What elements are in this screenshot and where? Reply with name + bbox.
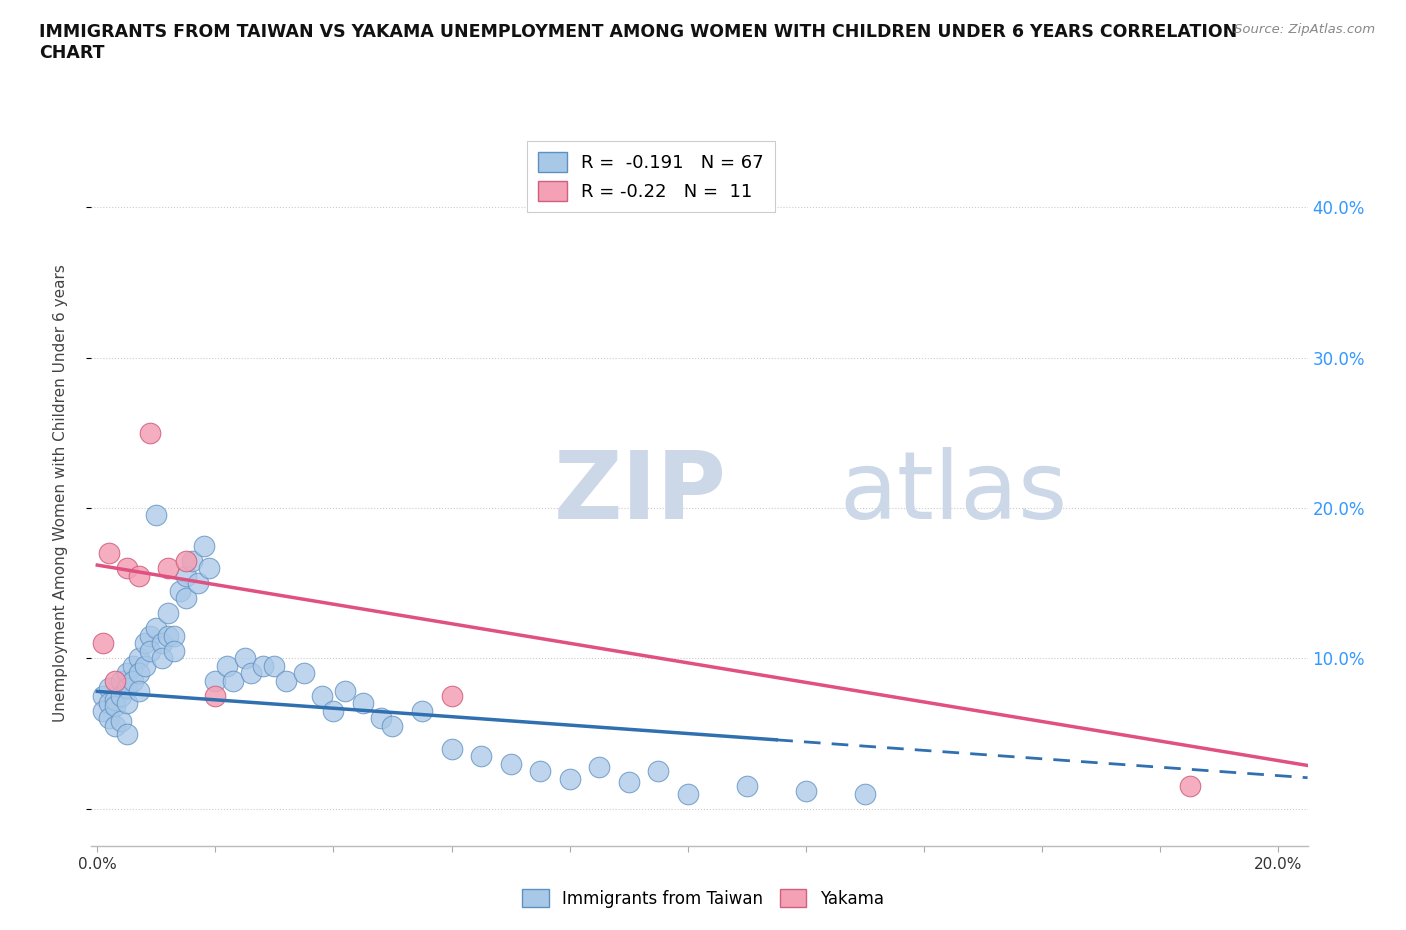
Point [370,711,392,726]
Point [157,605,180,620]
Point [187,576,209,591]
Point [115,696,138,711]
Point [174,591,197,605]
Point [145,508,167,523]
Point [115,681,138,696]
Point [128,684,150,698]
Point [115,726,138,741]
Point [110,714,132,729]
Point [676,786,699,801]
Point [440,688,463,703]
Point [588,759,610,774]
Point [98,546,121,561]
Point [239,666,262,681]
Point [91,688,114,703]
Point [204,688,226,703]
Point [411,703,433,718]
Point [335,684,357,698]
Point [150,651,173,666]
Point [169,583,191,598]
Point [217,658,239,673]
Point [276,673,298,688]
Text: CHART: CHART [39,44,105,61]
Point [98,681,121,696]
Point [115,561,138,576]
Point [193,538,215,553]
Point [1178,778,1201,793]
Text: Source: ZipAtlas.com: Source: ZipAtlas.com [1234,23,1375,36]
Point [174,568,197,583]
Text: atlas: atlas [839,447,1067,538]
Point [121,658,143,673]
Point [352,696,374,711]
Point [558,771,581,786]
Point [470,749,492,764]
Point [853,786,876,801]
Point [440,741,463,756]
Point [128,651,150,666]
Point [121,673,143,688]
Point [617,774,640,789]
Point [104,719,127,734]
Y-axis label: Unemployment Among Women with Children Under 6 years: Unemployment Among Women with Children U… [53,264,67,722]
Point [157,629,180,644]
Point [180,553,202,568]
Point [98,711,121,726]
Point [311,688,333,703]
Point [163,644,186,658]
Point [647,764,669,778]
Point [292,666,315,681]
Point [174,553,197,568]
Point [91,636,114,651]
Point [104,673,127,688]
Point [322,703,344,718]
Point [263,658,285,673]
Point [139,644,162,658]
Point [104,693,127,708]
Point [98,696,121,711]
Point [157,561,180,576]
Point [204,673,226,688]
Point [128,666,150,681]
Legend: R =  -0.191   N = 67, R = -0.22   N =  11: R = -0.191 N = 67, R = -0.22 N = 11 [527,141,775,212]
Point [139,629,162,644]
Point [110,673,132,688]
Point [222,673,245,688]
Point [252,658,274,673]
Point [233,651,256,666]
Point [145,621,167,636]
Point [91,703,114,718]
Text: IMMIGRANTS FROM TAIWAN VS YAKAMA UNEMPLOYMENT AMONG WOMEN WITH CHILDREN UNDER 6 : IMMIGRANTS FROM TAIWAN VS YAKAMA UNEMPLO… [39,23,1237,41]
Point [128,568,150,583]
Point [134,636,156,651]
Point [794,783,817,798]
Point [134,658,156,673]
Point [198,561,221,576]
Point [104,699,127,714]
Text: ZIP: ZIP [554,447,727,538]
Point [150,636,173,651]
Point [110,688,132,703]
Legend: Immigrants from Taiwan, Yakama: Immigrants from Taiwan, Yakama [516,883,890,914]
Point [163,629,186,644]
Point [735,778,758,793]
Point [499,756,522,771]
Point [529,764,551,778]
Point [115,666,138,681]
Point [381,719,404,734]
Point [139,425,162,440]
